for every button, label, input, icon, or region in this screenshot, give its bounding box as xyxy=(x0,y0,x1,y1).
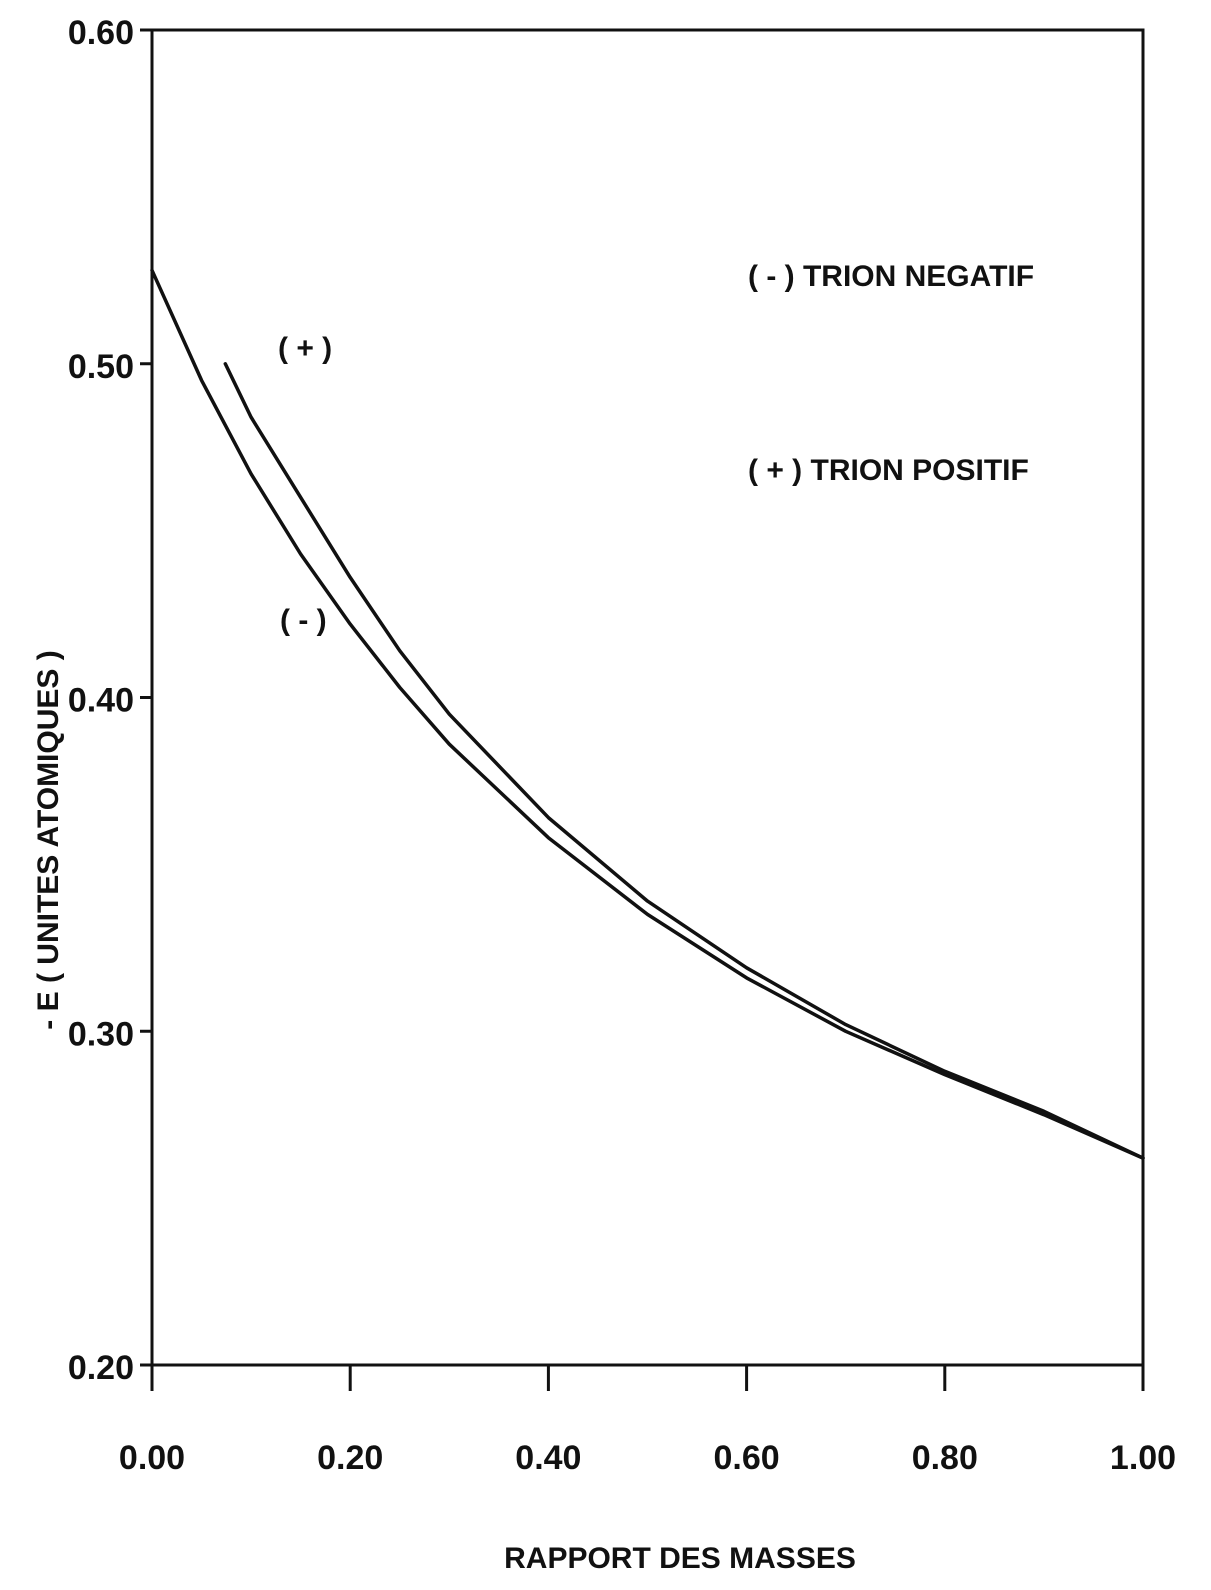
legend-entry-negatif: ( - ) TRION NEGATIF xyxy=(748,260,1034,293)
y-tick-label: 0.20 xyxy=(68,1349,134,1387)
y-axis-title: - E ( UNITES ATOMIQUES ) xyxy=(32,650,65,1029)
y-tick-label: 0.40 xyxy=(68,682,134,720)
series-line-trion-negatif xyxy=(150,268,1145,1160)
curve-label-negatif: ( - ) xyxy=(280,604,327,637)
plot-frame xyxy=(150,28,1145,1367)
x-tick-label: 0.60 xyxy=(714,1439,780,1477)
x-tick-label: 1.00 xyxy=(1110,1439,1176,1477)
x-axis-title: RAPPORT DES MASSES xyxy=(504,1542,856,1575)
x-tick-label: 0.00 xyxy=(119,1439,185,1477)
legend-entry-positif: ( + ) TRION POSITIF xyxy=(748,454,1029,487)
curve-label-positif: ( + ) xyxy=(278,332,332,365)
y-tick-label: 0.30 xyxy=(68,1015,134,1053)
x-tick-label: 0.80 xyxy=(912,1439,978,1477)
y-tick-label: 0.60 xyxy=(68,14,134,52)
x-tick-label: 0.40 xyxy=(515,1439,581,1477)
x-tick-label: 0.20 xyxy=(317,1439,383,1477)
series-line-trion-positif xyxy=(223,362,1145,1160)
y-tick-label: 0.50 xyxy=(68,348,134,386)
